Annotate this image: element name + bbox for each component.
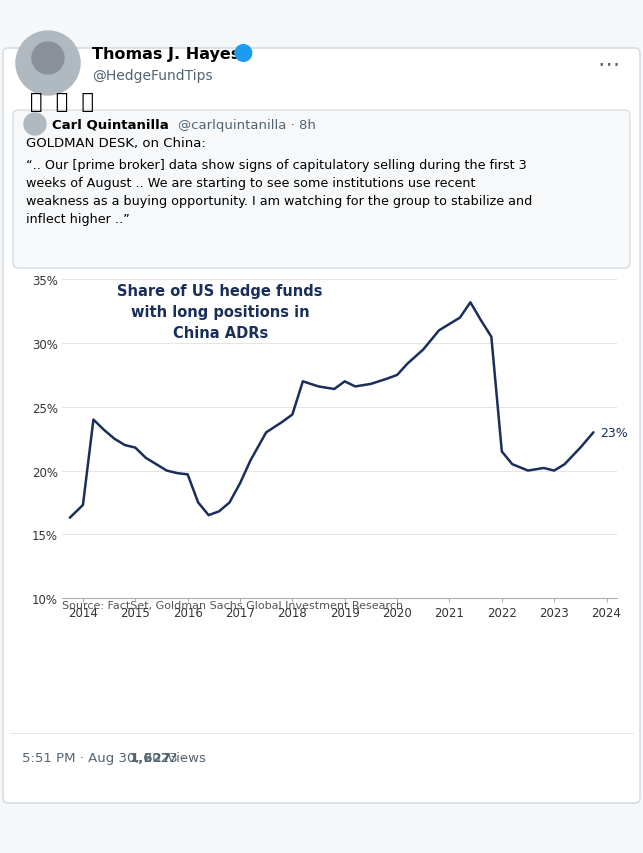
Text: @HedgeFundTips: @HedgeFundTips (92, 69, 213, 83)
Circle shape (16, 32, 80, 96)
Text: Carl Quintanilla: Carl Quintanilla (52, 119, 168, 131)
Text: @carlquintanilla · 8h: @carlquintanilla · 8h (178, 119, 316, 131)
Text: GOLDMAN DESK, on China:: GOLDMAN DESK, on China: (26, 137, 206, 150)
Text: Share of US hedge funds
with long positions in
China ADRs: Share of US hedge funds with long positi… (118, 283, 323, 340)
Text: Views: Views (163, 751, 206, 764)
FancyBboxPatch shape (13, 111, 630, 269)
Text: weakness as a buying opportunity. I am watching for the group to stabilize and: weakness as a buying opportunity. I am w… (26, 194, 532, 207)
Circle shape (32, 43, 64, 75)
Text: ⋯: ⋯ (598, 54, 620, 74)
Text: 👇  👇  👇: 👇 👇 👇 (30, 92, 94, 112)
Text: 5:51 PM · Aug 30, 2023 ·: 5:51 PM · Aug 30, 2023 · (22, 751, 190, 764)
Text: Source: FactSet, Goldman Sachs Global Investment Research: Source: FactSet, Goldman Sachs Global In… (62, 601, 403, 610)
Text: Thomas J. Hayes: Thomas J. Hayes (92, 46, 240, 61)
Text: ✓: ✓ (237, 46, 249, 61)
Text: inflect higher ..”: inflect higher ..” (26, 212, 130, 225)
Circle shape (24, 113, 46, 136)
Text: weeks of August .. We are starting to see some institutions use recent: weeks of August .. We are starting to se… (26, 177, 476, 189)
FancyBboxPatch shape (3, 49, 640, 803)
Text: “.. Our [prime broker] data show signs of capitulatory selling during the first : “.. Our [prime broker] data show signs o… (26, 159, 527, 171)
Text: 23%: 23% (600, 426, 628, 439)
Text: 1,627: 1,627 (130, 751, 172, 764)
